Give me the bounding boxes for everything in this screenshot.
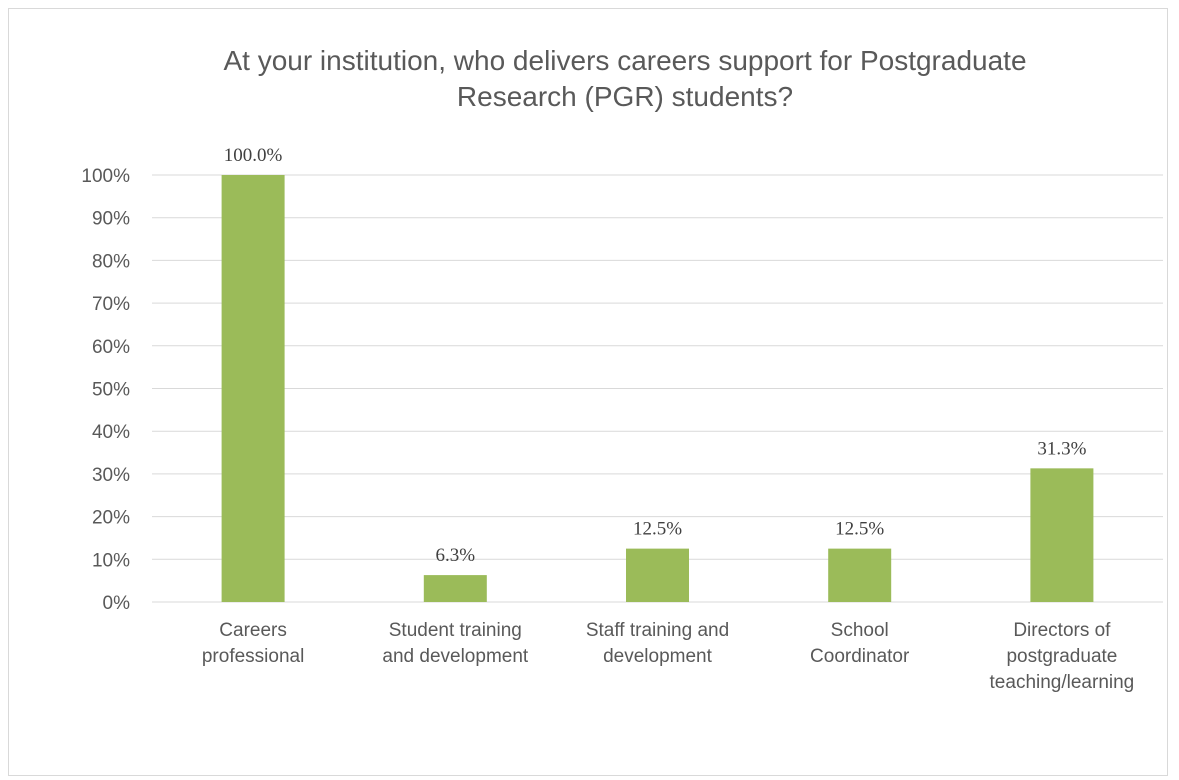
- y-tick-label: 40%: [92, 422, 130, 443]
- bar: [221, 175, 285, 602]
- bars: [221, 175, 1094, 602]
- x-category-label: Coordinator: [810, 646, 910, 667]
- y-tick-label: 100%: [81, 166, 130, 187]
- y-tick-label: 30%: [92, 465, 130, 486]
- y-tick-label: 20%: [92, 508, 130, 529]
- y-tick-label: 10%: [92, 550, 130, 571]
- x-category-label: Careers: [219, 620, 287, 641]
- y-tick-label: 90%: [92, 209, 130, 230]
- chart-title: At your institution, who delivers career…: [223, 45, 1026, 112]
- bar: [1030, 468, 1094, 602]
- x-category-label: teaching/learning: [990, 672, 1135, 693]
- y-tick-label: 80%: [92, 251, 130, 272]
- x-category-label: postgraduate: [1006, 646, 1117, 667]
- gridlines: [152, 174, 1163, 603]
- chart-title-line: Research (PGR) students?: [457, 81, 793, 112]
- y-tick-label: 70%: [92, 294, 130, 315]
- chart-title-line: At your institution, who delivers career…: [223, 45, 1026, 76]
- bar: [423, 575, 487, 602]
- data-label: 100.0%: [224, 145, 283, 166]
- x-axis-category-labels: Careers professional Student training and d…: [202, 620, 1134, 693]
- y-axis-tick-labels: 0% 10% 20% 30% 40% 50% 60% 70% 80% 90% 100%: [81, 166, 130, 614]
- bar: [626, 548, 689, 602]
- x-category-label: and development: [382, 646, 528, 667]
- data-labels: 100.0% 6.3% 12.5% 12.5% 31.3%: [224, 145, 1087, 566]
- x-category-label: Directors of: [1013, 620, 1111, 641]
- data-label: 31.3%: [1037, 438, 1086, 459]
- x-category-label: professional: [202, 646, 304, 667]
- x-category-label: development: [603, 646, 713, 667]
- y-tick-label: 60%: [92, 337, 130, 358]
- x-category-label: Student training: [389, 620, 522, 641]
- x-category-label: School: [831, 620, 889, 641]
- y-tick-label: 50%: [92, 380, 130, 401]
- chart-frame: [8, 8, 1168, 776]
- data-label: 12.5%: [633, 519, 682, 540]
- data-label: 6.3%: [436, 545, 476, 566]
- bar: [828, 548, 892, 602]
- y-tick-label: 0%: [103, 593, 131, 614]
- x-category-label: Staff training and: [586, 620, 729, 641]
- data-label: 12.5%: [835, 519, 884, 540]
